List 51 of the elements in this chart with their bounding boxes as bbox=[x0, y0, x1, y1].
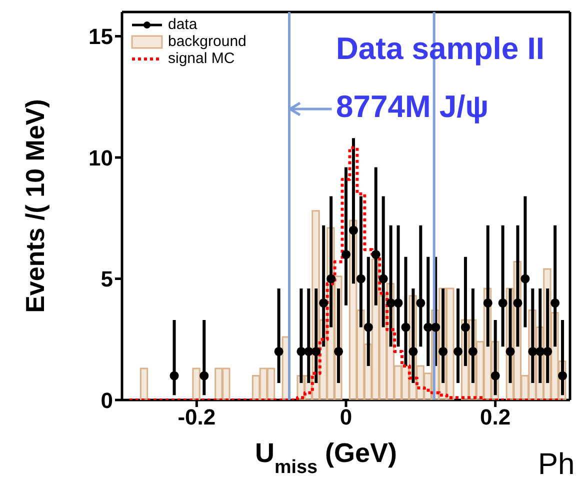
point bbox=[312, 346, 321, 356]
point bbox=[386, 298, 396, 308]
point bbox=[513, 298, 522, 308]
point bbox=[424, 322, 433, 332]
x-tick-label: 0.2 bbox=[480, 404, 511, 430]
legend-label: data bbox=[168, 16, 198, 33]
point bbox=[378, 274, 388, 284]
point bbox=[528, 346, 538, 356]
point bbox=[490, 371, 500, 380]
point bbox=[438, 346, 448, 356]
point bbox=[408, 346, 418, 356]
legend-label: background bbox=[168, 33, 246, 50]
point bbox=[506, 346, 515, 356]
point bbox=[416, 298, 426, 308]
point bbox=[483, 298, 492, 308]
point bbox=[401, 322, 410, 332]
y-tick-label: 5 bbox=[100, 266, 113, 292]
point bbox=[543, 346, 552, 356]
y-tick-label: 0 bbox=[100, 388, 113, 413]
point bbox=[274, 346, 284, 356]
legend-label: signal MC bbox=[168, 50, 235, 67]
text: Ph bbox=[538, 448, 575, 482]
point bbox=[326, 274, 336, 284]
point bbox=[364, 322, 373, 332]
annotation: 8774M J/ψ bbox=[336, 89, 489, 124]
point bbox=[371, 250, 380, 260]
point bbox=[498, 298, 508, 308]
point bbox=[550, 298, 560, 308]
point bbox=[304, 346, 314, 356]
point bbox=[200, 371, 209, 380]
point bbox=[453, 346, 463, 356]
point bbox=[431, 322, 440, 332]
y-axis-title: Events /( 10 MeV) bbox=[20, 99, 50, 313]
point bbox=[558, 371, 568, 380]
y-tick-label: 10 bbox=[88, 145, 113, 170]
point bbox=[356, 274, 366, 284]
point bbox=[536, 346, 545, 356]
point bbox=[296, 346, 306, 356]
point bbox=[348, 226, 358, 235]
point bbox=[319, 298, 328, 308]
point bbox=[520, 274, 530, 284]
x-tick-label: 0 bbox=[340, 404, 352, 430]
x-axis-title: U$_{miss}$ (GeV) bbox=[254, 438, 398, 478]
point bbox=[341, 250, 351, 260]
point bbox=[468, 346, 478, 356]
x-tick-label: -0.2 bbox=[178, 404, 216, 430]
y-tick-label: 15 bbox=[88, 24, 113, 50]
point bbox=[334, 346, 344, 356]
point bbox=[170, 371, 179, 380]
point bbox=[394, 298, 403, 308]
point bbox=[460, 322, 470, 332]
